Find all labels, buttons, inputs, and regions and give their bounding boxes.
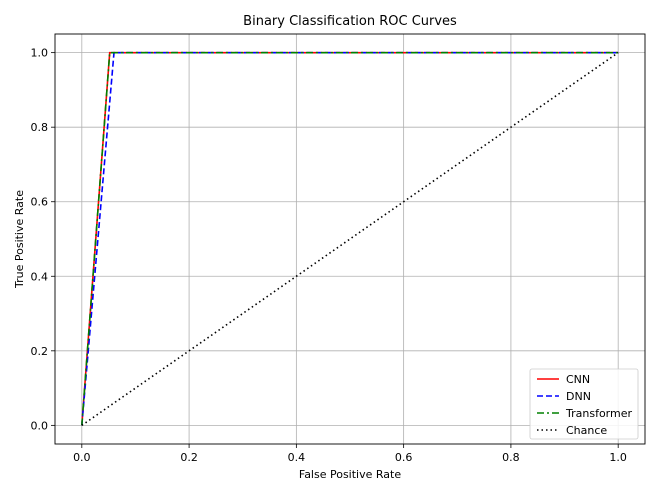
legend-label: Transformer — [565, 407, 632, 420]
series-line-chance — [81, 51, 619, 427]
x-tick-label: 1.0 — [609, 451, 627, 464]
legend-label: DNN — [566, 390, 591, 403]
y-tick-label: 0.6 — [31, 196, 49, 209]
x-tick-label: 0.4 — [288, 451, 306, 464]
y-tick-label: 0.8 — [31, 121, 49, 134]
x-axis-label: False Positive Rate — [299, 468, 401, 481]
legend-label: Chance — [566, 424, 607, 437]
x-tick-label: 0.8 — [502, 451, 520, 464]
axis-ticks: 0.0 0.2 0.4 0.6 0.8 1.0 0.0 0.2 0.4 0.6 0.8 1.0 — [31, 47, 627, 464]
series-lines — [81, 51, 619, 427]
y-axis-label: True Positive Rate — [13, 190, 26, 289]
legend-box — [529, 368, 639, 440]
plot-frame — [54, 33, 646, 445]
y-tick-label: 0.4 — [31, 270, 49, 283]
legend-label: CNN — [566, 373, 590, 386]
series-line-transformer — [81, 51, 619, 426]
y-tick-label: 0.0 — [31, 419, 49, 432]
y-tick-label: 0.2 — [31, 345, 49, 358]
y-tick-label: 1.0 — [31, 47, 49, 60]
legend: CNN DNN Transformer Chance — [529, 368, 639, 440]
chart-title: Binary Classification ROC Curves — [243, 14, 457, 29]
x-tick-label: 0.0 — [73, 451, 91, 464]
x-tick-label: 0.6 — [395, 451, 413, 464]
x-tick-label: 0.2 — [180, 451, 198, 464]
